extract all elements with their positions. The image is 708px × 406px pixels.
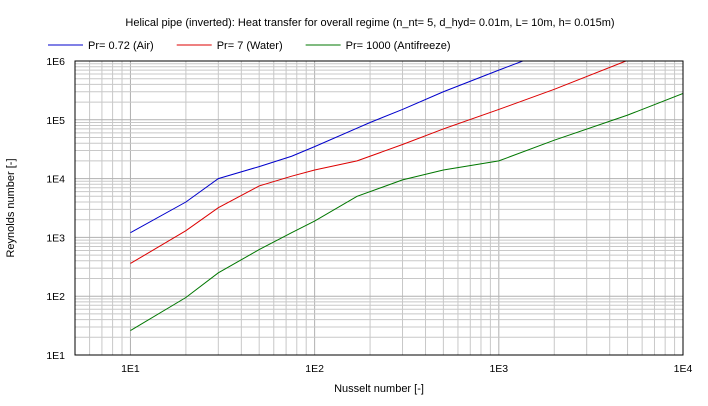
y-tick-label: 1E2 [46, 291, 65, 303]
y-tick-label: 1E5 [46, 115, 65, 127]
y-tick-labels: 1E1 1E2 1E3 1E4 1E5 1E6 [46, 56, 65, 362]
series-line [130, 93, 683, 332]
y-axis-label: Reynolds number [-] [5, 158, 17, 257]
y-tick-label: 1E1 [46, 350, 65, 362]
y-tick-label: 1E6 [46, 56, 65, 68]
legend: Pr= 0.72 (Air) Pr= 7 (Water) Pr= 1000 (Ant… [48, 40, 451, 52]
plot-frame [74, 60, 684, 356]
x-axis-label: Nusselt number [-] [334, 383, 424, 395]
legend-label: Pr= 0.72 (Air) [88, 40, 154, 52]
grid-lines [74, 60, 684, 356]
y-tick-label: 1E3 [46, 232, 65, 244]
x-tick-label: 1E4 [674, 363, 693, 375]
y-tick-label: 1E4 [46, 174, 65, 186]
chart-title: Helical pipe (inverted): Heat transfer f… [125, 17, 614, 29]
x-tick-label: 1E2 [305, 363, 324, 375]
series-line [130, 61, 523, 234]
x-tick-label: 1E1 [121, 363, 140, 375]
legend-label: Pr= 7 (Water) [217, 40, 283, 52]
x-tick-label: 1E3 [489, 363, 508, 375]
series-line [130, 61, 627, 264]
x-tick-labels: 1E1 1E2 1E3 1E4 [121, 363, 692, 375]
legend-label: Pr= 1000 (Antifreeze) [346, 40, 451, 52]
series-layer [130, 61, 683, 332]
